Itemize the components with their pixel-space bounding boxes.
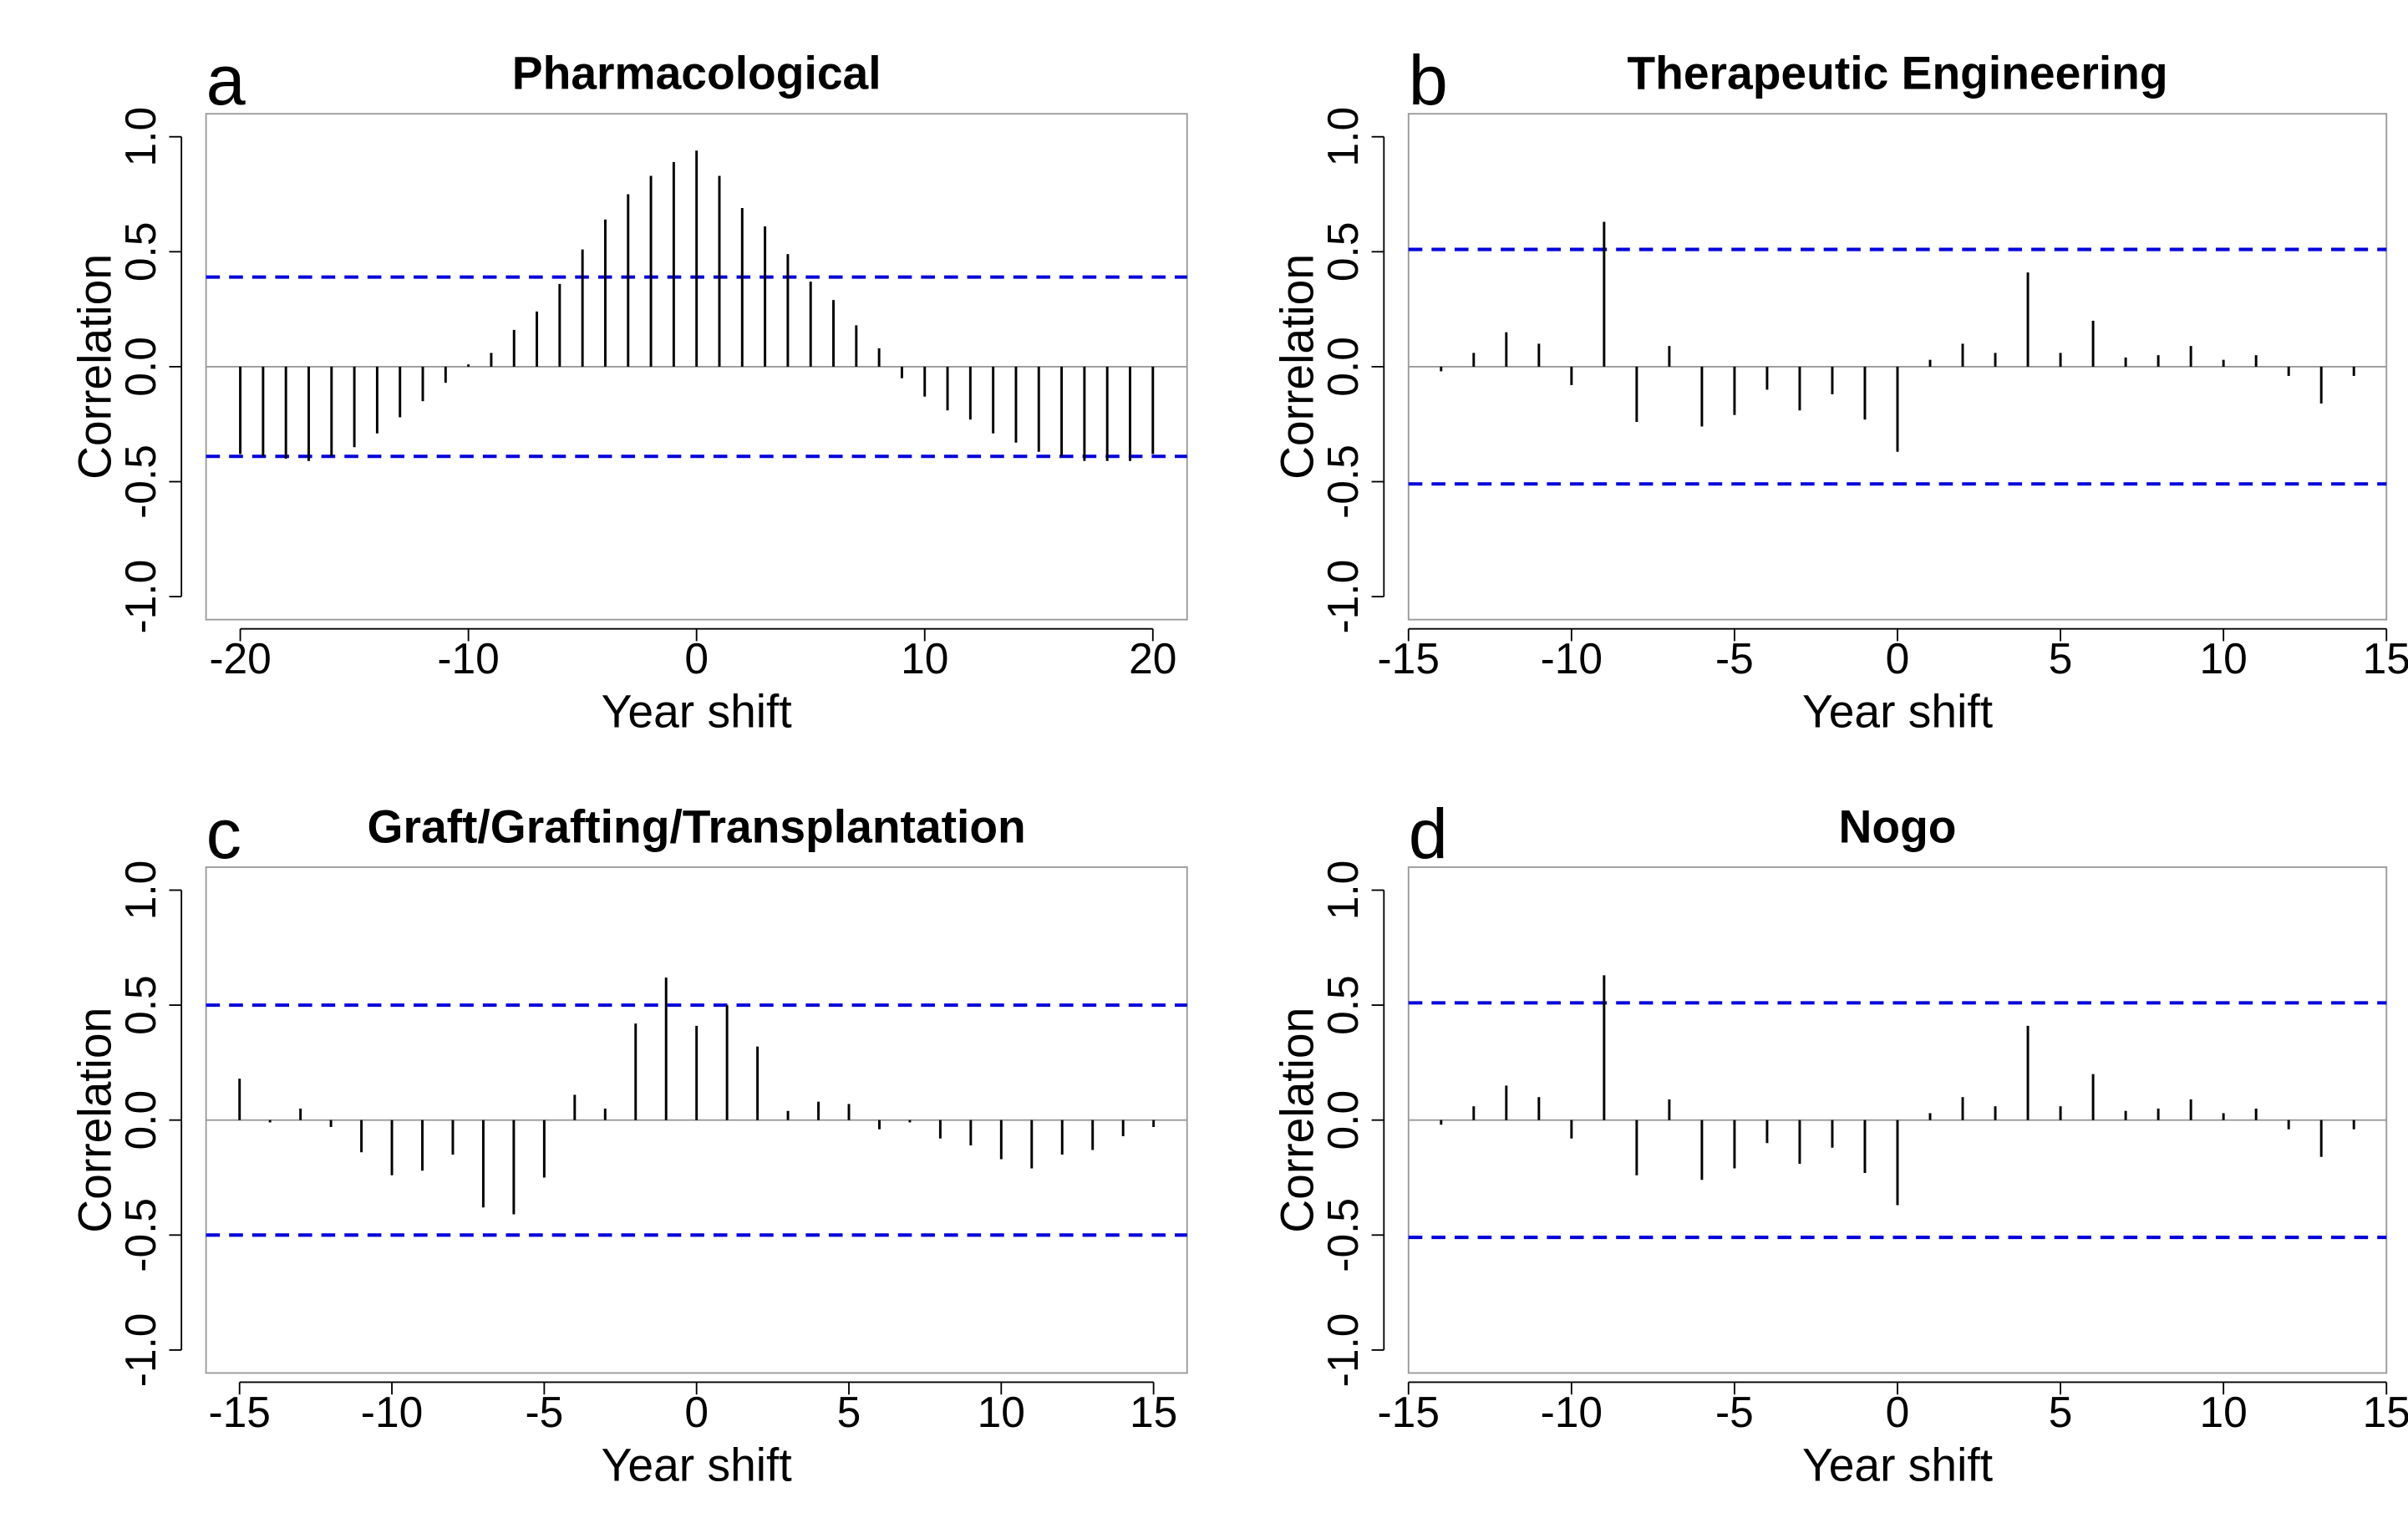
y-tick-label: 0.5 (116, 975, 165, 1035)
y-tick-label: -1.0 (1318, 560, 1367, 634)
x-tick-label: 10 (901, 634, 948, 683)
y-tick-label: 1.0 (1318, 107, 1367, 167)
x-tick-label: 10 (978, 1388, 1025, 1436)
x-tick-label: -20 (209, 634, 271, 683)
x-tick-label: 0 (684, 634, 709, 683)
y-tick-label: 0.0 (116, 337, 165, 397)
x-tick-label: 0 (684, 1388, 709, 1436)
panel-c: -15 -10 -5 0 5 10 15 -1.0 -0.5 0.0 0.5 1.0 Year shif… (69, 794, 1188, 1490)
x-tick-label: 15 (2363, 634, 2408, 683)
x-tick-label: -15 (208, 1388, 270, 1436)
y-tick-label: 0.5 (1318, 222, 1367, 282)
panel-title: Graft/Grafting/Transplantation (368, 801, 1026, 853)
panel-d: -15 -10 -5 0 5 10 15 -1.0 -0.5 0.0 0.5 1.0 Year shif… (1272, 794, 2408, 1490)
y-tick-label: 1.0 (1318, 861, 1367, 921)
y-tick-label: 1.0 (116, 861, 165, 921)
y-tick-label: 1.0 (116, 107, 165, 167)
x-axis-label: Year shift (1802, 1439, 1993, 1490)
x-tick-label: 10 (2200, 634, 2248, 683)
figure-root: -20 -10 0 10 20 -1.0 -0.5 0.0 0.5 1.0 Year shift Co… (69, 40, 2408, 1490)
panel-letter: b (1409, 40, 1448, 119)
x-tick-label: -15 (1378, 634, 1440, 683)
x-axis-label: Year shift (602, 685, 792, 737)
y-tick-label: -1.0 (1318, 1313, 1367, 1388)
panel-letter: c (206, 794, 241, 873)
y-axis-label: Correlation (1272, 254, 1323, 480)
x-tick-label: -5 (1715, 1388, 1754, 1436)
x-axis-label: Year shift (1802, 685, 1993, 737)
y-tick-label: -0.5 (116, 444, 165, 519)
x-tick-label: 10 (2200, 1388, 2248, 1436)
x-tick-label: 5 (2049, 634, 2073, 683)
y-tick-label: -0.5 (116, 1198, 165, 1272)
y-tick-label: 0.5 (1318, 975, 1367, 1035)
y-tick-label: 0.5 (116, 222, 165, 282)
y-tick-label: 0.0 (116, 1090, 165, 1150)
x-tick-label: 0 (1886, 634, 1910, 683)
y-tick-label: 0.0 (1318, 1090, 1367, 1150)
x-tick-label: 15 (1130, 1388, 1177, 1436)
x-tick-label: 5 (2049, 1388, 2073, 1436)
x-tick-label: -5 (525, 1388, 563, 1436)
panel-b: -15 -10 -5 0 5 10 15 -1.0 -0.5 0.0 0.5 1.0 Year shif… (1272, 40, 2408, 737)
y-tick-label: -0.5 (1318, 444, 1367, 519)
panel-letter: a (206, 40, 246, 119)
x-tick-label: 5 (837, 1388, 861, 1436)
x-tick-label: 15 (2363, 1388, 2408, 1436)
panel-title: Therapeutic Engineering (1627, 48, 2167, 99)
x-tick-label: -10 (1541, 1388, 1603, 1436)
panel-title: Nogo (1838, 801, 1956, 853)
x-tick-label: -10 (1541, 634, 1603, 683)
x-tick-label: -15 (1378, 1388, 1440, 1436)
y-axis-label: Correlation (69, 1008, 121, 1233)
x-tick-label: 20 (1129, 634, 1176, 683)
y-tick-label: 0.0 (1318, 337, 1367, 397)
panel-title: Pharmacological (512, 48, 881, 99)
x-tick-label: -10 (437, 634, 499, 683)
panel-letter: d (1409, 794, 1448, 873)
y-tick-label: -1.0 (116, 560, 165, 634)
x-tick-label: -10 (361, 1388, 423, 1436)
y-axis-label: Correlation (1272, 1008, 1323, 1233)
y-tick-label: -1.0 (116, 1313, 165, 1388)
y-axis-label: Correlation (69, 254, 121, 480)
panel-a: -20 -10 0 10 20 -1.0 -0.5 0.0 0.5 1.0 Year shift Co… (69, 40, 1188, 737)
y-tick-label: -0.5 (1318, 1198, 1367, 1272)
x-tick-label: 0 (1886, 1388, 1910, 1436)
x-tick-label: -5 (1715, 634, 1754, 683)
x-axis-label: Year shift (602, 1439, 792, 1490)
